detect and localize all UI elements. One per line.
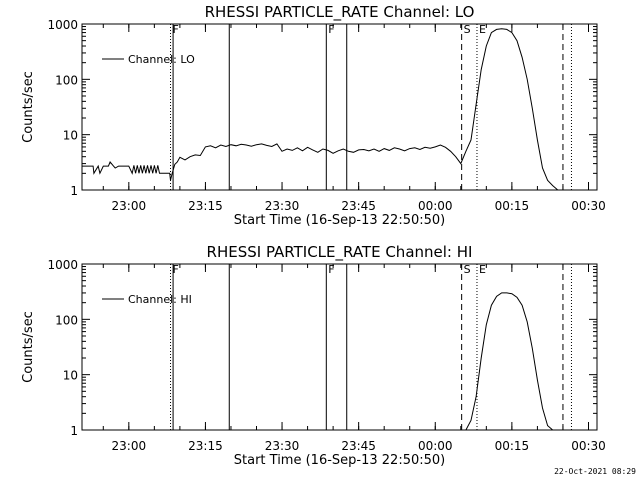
panel1-x-tick-label: 00:30 (571, 199, 606, 213)
panel1-frame (81, 23, 598, 191)
panel1-y-tick-label: 1 (70, 184, 78, 198)
panel2-y-tick-label: 10 (63, 369, 78, 383)
panel1-annotation-label: E (479, 23, 486, 36)
panel1-y-axis-label: Counts/sec (21, 71, 36, 143)
panel2-series-line (465, 292, 558, 431)
panel1-annotation-label: S (464, 23, 471, 36)
panel1-legend-label: Channel: LO (128, 53, 195, 66)
panel1-annotation-label: F (173, 23, 179, 36)
panel2-x-tick-label: 00:00 (418, 439, 453, 453)
panel2-y-tick-label: 1000 (47, 258, 78, 272)
panel2-y-tick-label: 1 (70, 424, 78, 438)
panel2-annotation-label: E (479, 263, 486, 276)
panel1-x-tick-label: 23:00 (112, 199, 147, 213)
panel2-x-tick-label: 00:30 (571, 439, 606, 453)
panel2-annotation-label: F (328, 263, 334, 276)
panel2-y-tick-label: 100 (55, 313, 78, 327)
date-stamp: 22-Oct-2021 08:29 (554, 467, 636, 476)
panel2-x-tick-label: 23:15 (188, 439, 223, 453)
panel2-title: RHESSI PARTICLE_RATE Channel: HI (207, 243, 473, 262)
panel2-y-axis-label: Counts/sec (21, 311, 36, 383)
panel2-x-tick-label: 23:30 (265, 439, 300, 453)
panel1-x-tick-label: 00:00 (418, 199, 453, 213)
panel2-x-tick-label: 00:15 (495, 439, 530, 453)
panel1-title: RHESSI PARTICLE_RATE Channel: LO (205, 3, 475, 22)
panel2-annotation-label: S (464, 263, 471, 276)
panel2-x-tick-label: 23:45 (341, 439, 376, 453)
panel2-annotation-label: F (173, 263, 179, 276)
panel1-y-tick-label: 1000 (47, 18, 78, 32)
panel1-annotation-label: F (328, 23, 334, 36)
panel2-x-tick-label: 23:00 (112, 439, 147, 453)
panel2-legend-label: Channel: HI (128, 293, 192, 306)
panel1-y-tick-label: 100 (55, 73, 78, 87)
panel1-series-line (82, 28, 562, 191)
panel1-x-tick-label: 23:30 (265, 199, 300, 213)
panel1-x-tick-label: 23:45 (341, 199, 376, 213)
panel1-x-tick-label: 00:15 (495, 199, 530, 213)
panel1-x-tick-label: 23:15 (188, 199, 223, 213)
panel2-x-axis-label: Start Time (16-Sep-13 22:50:50) (234, 453, 445, 468)
panel1-x-axis-label: Start Time (16-Sep-13 22:50:50) (234, 213, 445, 228)
panel1-y-tick-label: 10 (63, 129, 78, 143)
panel2-frame (81, 263, 598, 431)
